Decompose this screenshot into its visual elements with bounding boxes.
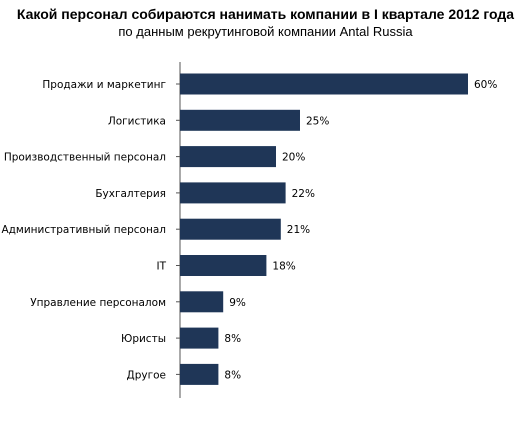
category-label: Другое <box>127 369 166 381</box>
bar <box>180 291 224 313</box>
category-label: Административный персонал <box>1 224 166 236</box>
category-label: Управление персоналом <box>30 297 166 309</box>
category-label: Логистика <box>108 115 166 127</box>
value-label: 22% <box>292 188 315 200</box>
value-label: 25% <box>306 115 329 127</box>
value-label: 8% <box>224 369 241 381</box>
bar <box>180 218 281 240</box>
chart-title: Какой персонал собираются нанимать компа… <box>16 6 515 22</box>
bars-group: Продажи и маркетинг 60% Логистика 25% Произв… <box>1 73 497 385</box>
bar <box>180 109 300 131</box>
category-label: Продажи и маркетинг <box>42 79 166 91</box>
bar <box>180 182 286 204</box>
category-label: IT <box>156 261 166 273</box>
value-label: 18% <box>272 261 295 273</box>
value-label: 21% <box>287 224 310 236</box>
chart-subtitle: по данным рекрутинговой компании Antal R… <box>118 24 413 39</box>
bar <box>180 73 468 95</box>
value-label: 60% <box>474 79 497 91</box>
bar <box>180 327 219 349</box>
value-label: 20% <box>282 152 305 164</box>
value-label: 8% <box>224 333 241 345</box>
bar <box>180 146 276 168</box>
value-label: 9% <box>229 297 246 309</box>
category-label: Юристы <box>121 333 166 345</box>
category-label: Бухгалтерия <box>95 188 166 200</box>
bar <box>180 255 267 276</box>
bar <box>180 363 219 385</box>
category-label: Производственный персонал <box>4 152 166 164</box>
